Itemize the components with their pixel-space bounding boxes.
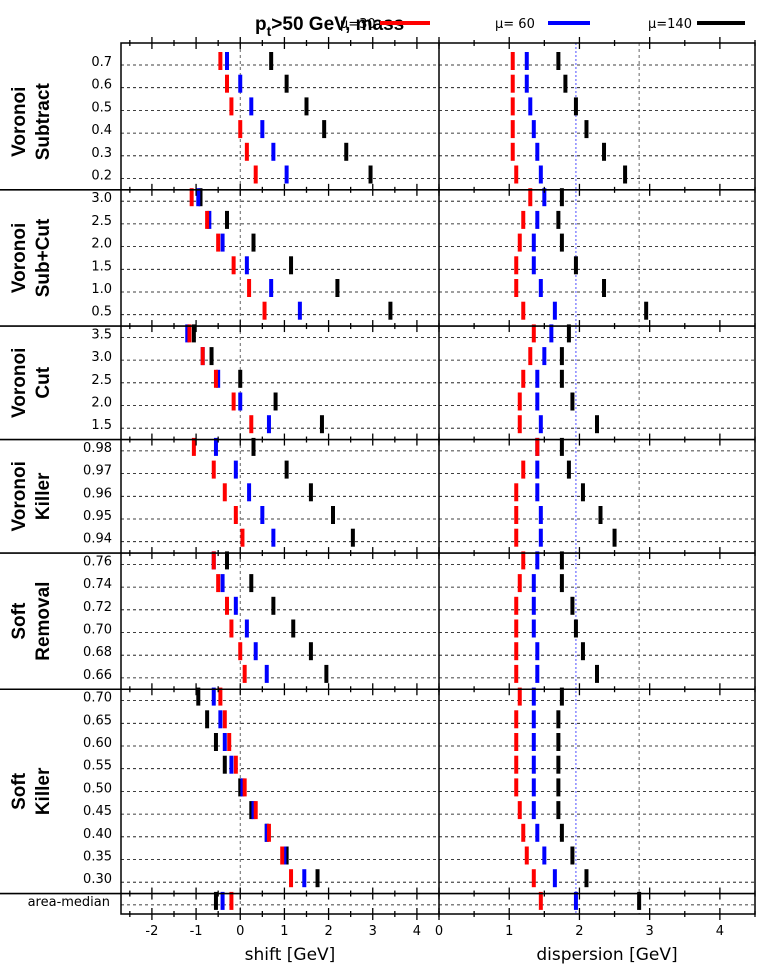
row-label: 0.30 (83, 872, 112, 887)
row-label: 1.5 (91, 259, 112, 274)
row-label: 3.5 (91, 327, 112, 342)
title-rest: >50 GeV, mass (271, 14, 404, 35)
row-label: 0.97 (83, 464, 112, 479)
row-label: 0.2 (91, 169, 112, 184)
shift-tick-label: 3 (369, 924, 377, 939)
row-label: 1.5 (91, 418, 112, 433)
row-label: 0.40 (83, 827, 112, 842)
shift-tick-label: 4 (413, 924, 421, 939)
row-label: 2.0 (91, 237, 112, 252)
row-label: 0.6 (91, 78, 112, 93)
row-label: 0.5 (91, 305, 112, 320)
row-label: 0.74 (83, 577, 112, 592)
row-label: 0.68 (83, 645, 112, 660)
shift-axis-title: shift [GeV] (245, 945, 336, 964)
row-label: 2.5 (91, 214, 112, 229)
title-subscript: t (267, 23, 272, 39)
row-label: 0.96 (83, 486, 112, 501)
group-label: Soft (9, 602, 30, 640)
group-label: Voronoi (9, 223, 30, 293)
plot-frame (0, 37, 756, 920)
row-label: 0.72 (83, 600, 112, 615)
legend: μ=30 μ= 60 μ=140 (340, 17, 745, 32)
group-label: Subtract (33, 83, 54, 161)
row-label: 0.7 (91, 55, 112, 70)
shift-tick-label: -1 (190, 924, 203, 939)
shift-tick-label: 0 (236, 924, 244, 939)
dispersion-tick-label: 0 (435, 924, 443, 939)
dispersion-tick-label: 2 (575, 924, 583, 939)
row-label: 0.55 (83, 759, 112, 774)
legend-label: μ=140 (648, 17, 692, 32)
row-label: 2.0 (91, 396, 112, 411)
row-label: 0.70 (83, 623, 112, 638)
shift-tick-label: 1 (280, 924, 288, 939)
dispersion-axis-title: dispersion [GeV] (536, 945, 677, 964)
group-label: Killer (33, 767, 54, 815)
row-label: 0.35 (83, 850, 112, 865)
row-label: 0.60 (83, 736, 112, 751)
frame-border (120, 42, 756, 915)
row-label: 3.0 (91, 350, 112, 365)
row-label: 1.0 (91, 282, 112, 297)
group-label: Cut (33, 366, 54, 398)
svg-text:pt>50 GeV, mass: pt>50 GeV, mass (255, 14, 404, 39)
row-label: 0.94 (83, 532, 112, 547)
data-marks (185, 52, 649, 910)
group-label: Sub+Cut (33, 218, 54, 297)
group-label: Soft (9, 772, 30, 810)
row-label: 0.66 (83, 668, 112, 683)
dispersion-tick-label: 4 (716, 924, 724, 939)
row-label: 0.65 (83, 713, 112, 728)
group-label: Voronoi (9, 461, 30, 531)
group-label: Voronoi (9, 87, 30, 157)
legend-label: μ=30 (340, 17, 376, 32)
row-label: 0.95 (83, 509, 112, 524)
group-label: Voronoi (9, 348, 30, 418)
row-label: 0.5 (91, 100, 112, 115)
legend-label: μ= 60 (495, 17, 535, 32)
row-label: 0.50 (83, 781, 112, 796)
dispersion-tick-label: 3 (646, 924, 654, 939)
row-label: 0.3 (91, 146, 112, 161)
group-label: Removal (33, 582, 54, 661)
row-label: 2.5 (91, 373, 112, 388)
grid-lines (121, 64, 755, 906)
row-label: 0.98 (83, 441, 112, 456)
dispersion-tick-label: 1 (505, 924, 513, 939)
shift-tick-label: -2 (145, 924, 158, 939)
group-label: Killer (33, 472, 54, 520)
row-label: area-median (28, 895, 110, 910)
row-label: 0.45 (83, 804, 112, 819)
shift-tick-label: 2 (324, 924, 332, 939)
row-label: 0.70 (83, 691, 112, 706)
axis-labels: 0.7 0.6 0.5 0.4 0.3 0.2 3.0 2.5 2.0 1.5 1.0 0.5 3.5 3… (9, 55, 724, 964)
row-label: 0.76 (83, 554, 112, 569)
chart-title: pt>50 GeV, mass (255, 14, 404, 39)
row-label: 3.0 (91, 191, 112, 206)
row-label: 0.4 (91, 123, 112, 138)
title-p: p (255, 14, 267, 35)
